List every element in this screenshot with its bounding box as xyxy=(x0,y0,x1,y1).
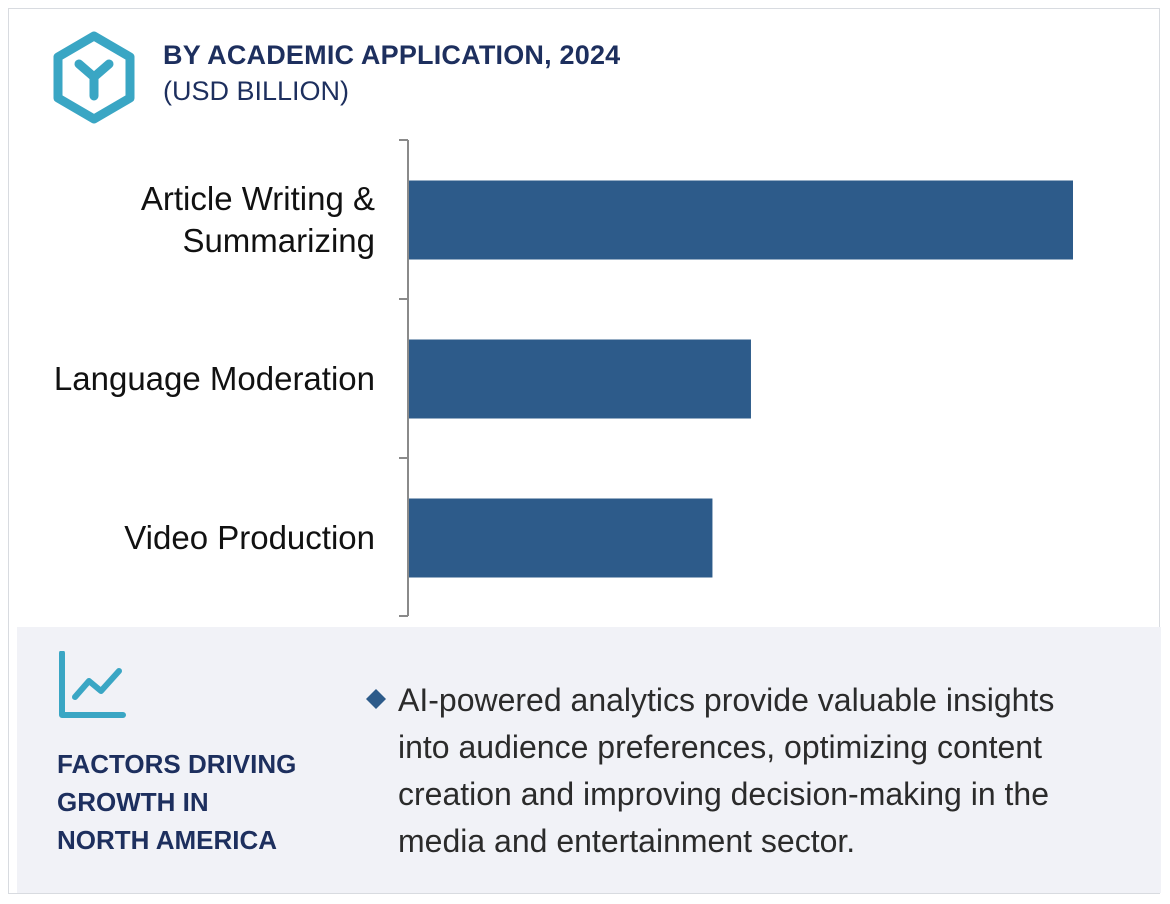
category-labels: Article Writing & Summarizing Language Mod… xyxy=(54,180,375,556)
factors-panel: FACTORS DRIVING GROWTH IN NORTH AMERICA … xyxy=(17,627,1161,893)
category-label: Summarizing xyxy=(182,222,375,259)
bullet-line: AI-powered analytics provide valuable in… xyxy=(398,682,1055,718)
bar xyxy=(409,180,1073,260)
bar xyxy=(409,339,751,419)
factors-title-line: GROWTH IN xyxy=(57,787,209,817)
factors-title-line: FACTORS DRIVING xyxy=(57,749,297,779)
chart-title: BY ACADEMIC APPLICATION, 2024 xyxy=(163,40,621,70)
chart-subtitle: (USD BILLION) xyxy=(163,76,350,106)
bullet-line: media and entertainment sector. xyxy=(398,823,856,859)
trend-line-icon xyxy=(59,651,126,718)
category-label: Article Writing & xyxy=(141,180,375,217)
category-axis xyxy=(399,139,409,617)
diamond-icon xyxy=(366,689,386,709)
bar xyxy=(409,498,713,578)
bar-chart: Article Writing & Summarizing Language Mod… xyxy=(54,139,1073,617)
bars xyxy=(409,180,1073,578)
bullet-line: creation and improving decision-making i… xyxy=(398,776,1050,812)
factor-bullet-text: AI-powered analytics provide valuable in… xyxy=(398,677,1158,865)
category-label: Language Moderation xyxy=(54,360,375,397)
bullet-line: into audience preferences, optimizing co… xyxy=(398,729,1042,765)
hexagon-logo-icon xyxy=(53,31,135,124)
category-label: Video Production xyxy=(124,519,375,556)
factors-title-line: NORTH AMERICA xyxy=(57,825,278,855)
factors-title: FACTORS DRIVING GROWTH IN NORTH AMERICA xyxy=(57,745,347,859)
